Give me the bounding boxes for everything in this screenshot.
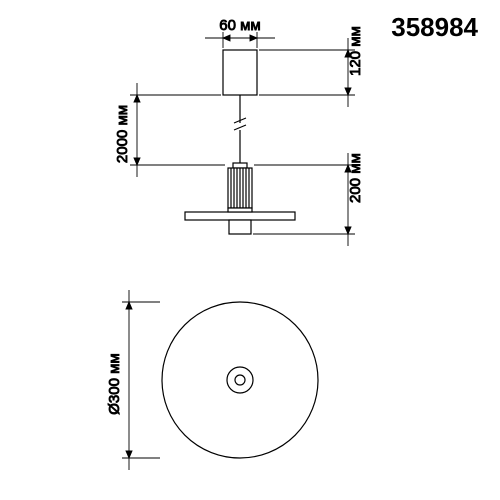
technical-drawing: 60 мм 120 мм 2000 мм 200 мм (0, 0, 500, 500)
stem-cap (233, 163, 247, 168)
dim-disc-diameter (122, 290, 160, 470)
product-code: 358984 (391, 12, 478, 43)
dim-mount-width (205, 32, 275, 48)
disc-top-inner (235, 375, 245, 385)
dim-cable-length-label: 2000 мм (114, 105, 131, 163)
dim-mount-height-label: 120 мм (347, 26, 364, 76)
dim-mount-width-label: 60 мм (219, 17, 260, 34)
disc-side (185, 212, 295, 220)
collar (228, 208, 252, 212)
dim-disc-diameter-label: Ø300 мм (106, 353, 123, 415)
dim-body-height-label: 200 мм (347, 153, 364, 203)
dim-mount-height (259, 38, 355, 107)
ceiling-mount (223, 50, 257, 95)
dim-cable-length (130, 83, 225, 177)
ribbed-body (228, 168, 252, 208)
dim-body-height (253, 153, 355, 246)
emitter (229, 220, 251, 234)
